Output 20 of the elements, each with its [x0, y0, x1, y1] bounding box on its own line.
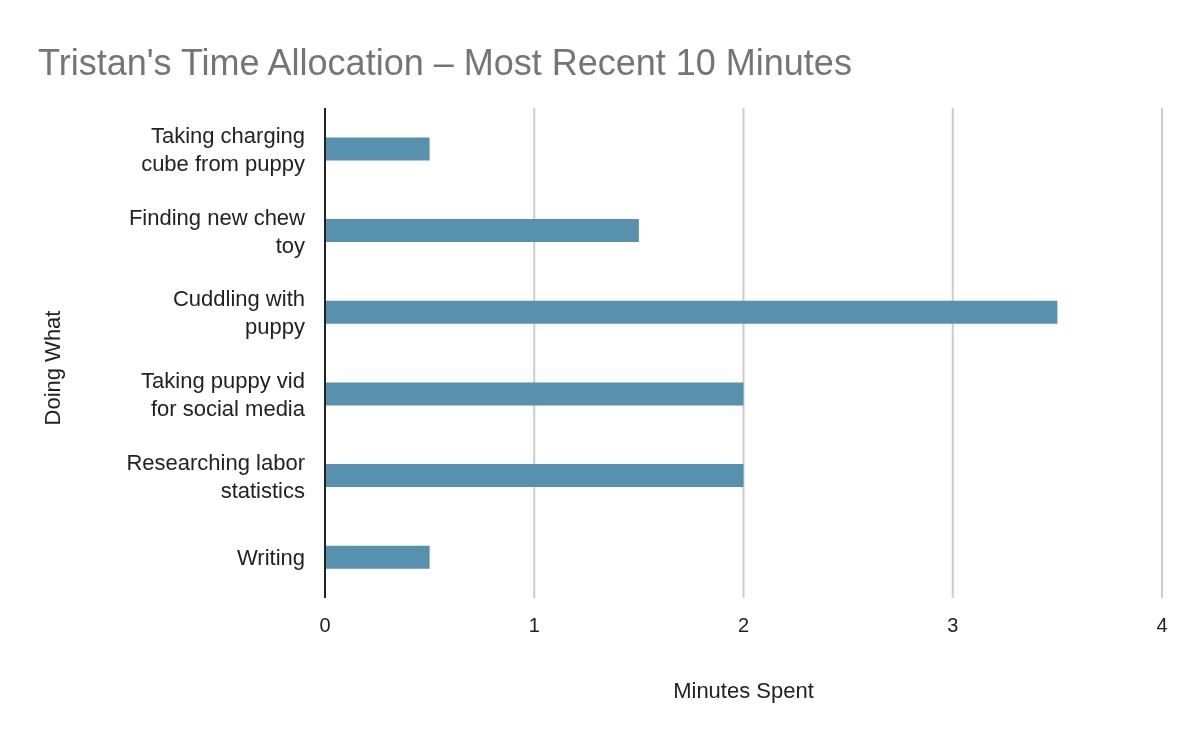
bar — [325, 300, 1058, 324]
y-tick-label: Taking charging cube from puppy — [141, 122, 305, 176]
y-tick-label: Writing — [236, 544, 305, 570]
x-tick-label: 1 — [528, 614, 540, 637]
bar — [325, 382, 744, 406]
bar — [325, 219, 639, 243]
x-tick-label: 2 — [737, 614, 750, 637]
chart-title: Tristan's Time Allocation – Most Recent 10 Minutes — [38, 42, 852, 84]
x-axis-title: Minutes Spent — [672, 678, 815, 704]
y-axis-title: Doing What — [40, 310, 66, 426]
x-tick-label: 3 — [947, 614, 959, 637]
bar — [325, 545, 430, 569]
y-tick-label: Researching labor statistics — [126, 449, 305, 502]
y-tick-label: Cuddling with puppy — [172, 285, 305, 339]
x-tick-label: 4 — [1156, 614, 1168, 637]
y-tick-label: Finding new chew toy — [128, 204, 306, 257]
bar — [325, 464, 744, 488]
bar — [325, 137, 430, 161]
x-tick-label: 0 — [319, 614, 331, 637]
y-tick-label: Taking puppy vid for social media — [141, 367, 306, 421]
